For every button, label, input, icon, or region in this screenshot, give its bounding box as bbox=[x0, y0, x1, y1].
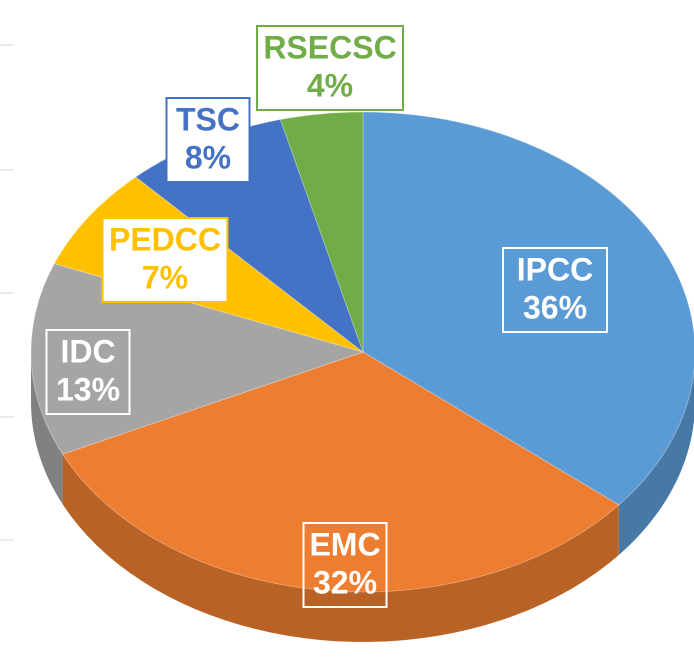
label-category: PEDCC bbox=[109, 221, 221, 257]
slice bbox=[30, 263, 365, 455]
slice-side bbox=[618, 370, 694, 555]
label-category: IDC bbox=[60, 333, 115, 369]
label-box bbox=[165, 97, 251, 183]
label-value: 4% bbox=[307, 67, 353, 103]
label-box bbox=[45, 329, 131, 415]
label-box bbox=[502, 247, 608, 333]
label-value: 8% bbox=[185, 139, 231, 175]
label-value: 7% bbox=[142, 259, 188, 295]
slice bbox=[362, 111, 694, 506]
label-category: IPCC bbox=[517, 251, 593, 287]
label-box bbox=[101, 217, 229, 303]
label-box bbox=[256, 25, 404, 111]
label-box bbox=[302, 522, 388, 608]
label-value: 13% bbox=[56, 371, 120, 407]
slice bbox=[61, 351, 620, 593]
label-category: RSECSC bbox=[263, 29, 396, 65]
label-category: EMC bbox=[309, 526, 380, 562]
label-value: 32% bbox=[313, 564, 377, 600]
label-value: 36% bbox=[523, 289, 587, 325]
background-lines bbox=[0, 44, 14, 541]
slice bbox=[279, 111, 364, 353]
label-category: TSC bbox=[176, 101, 240, 137]
slice-side bbox=[31, 352, 63, 505]
slice-side bbox=[62, 454, 619, 642]
